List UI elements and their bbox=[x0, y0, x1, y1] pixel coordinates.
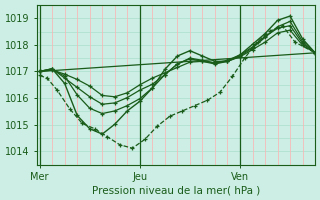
X-axis label: Pression niveau de la mer( hPa ): Pression niveau de la mer( hPa ) bbox=[92, 185, 260, 195]
